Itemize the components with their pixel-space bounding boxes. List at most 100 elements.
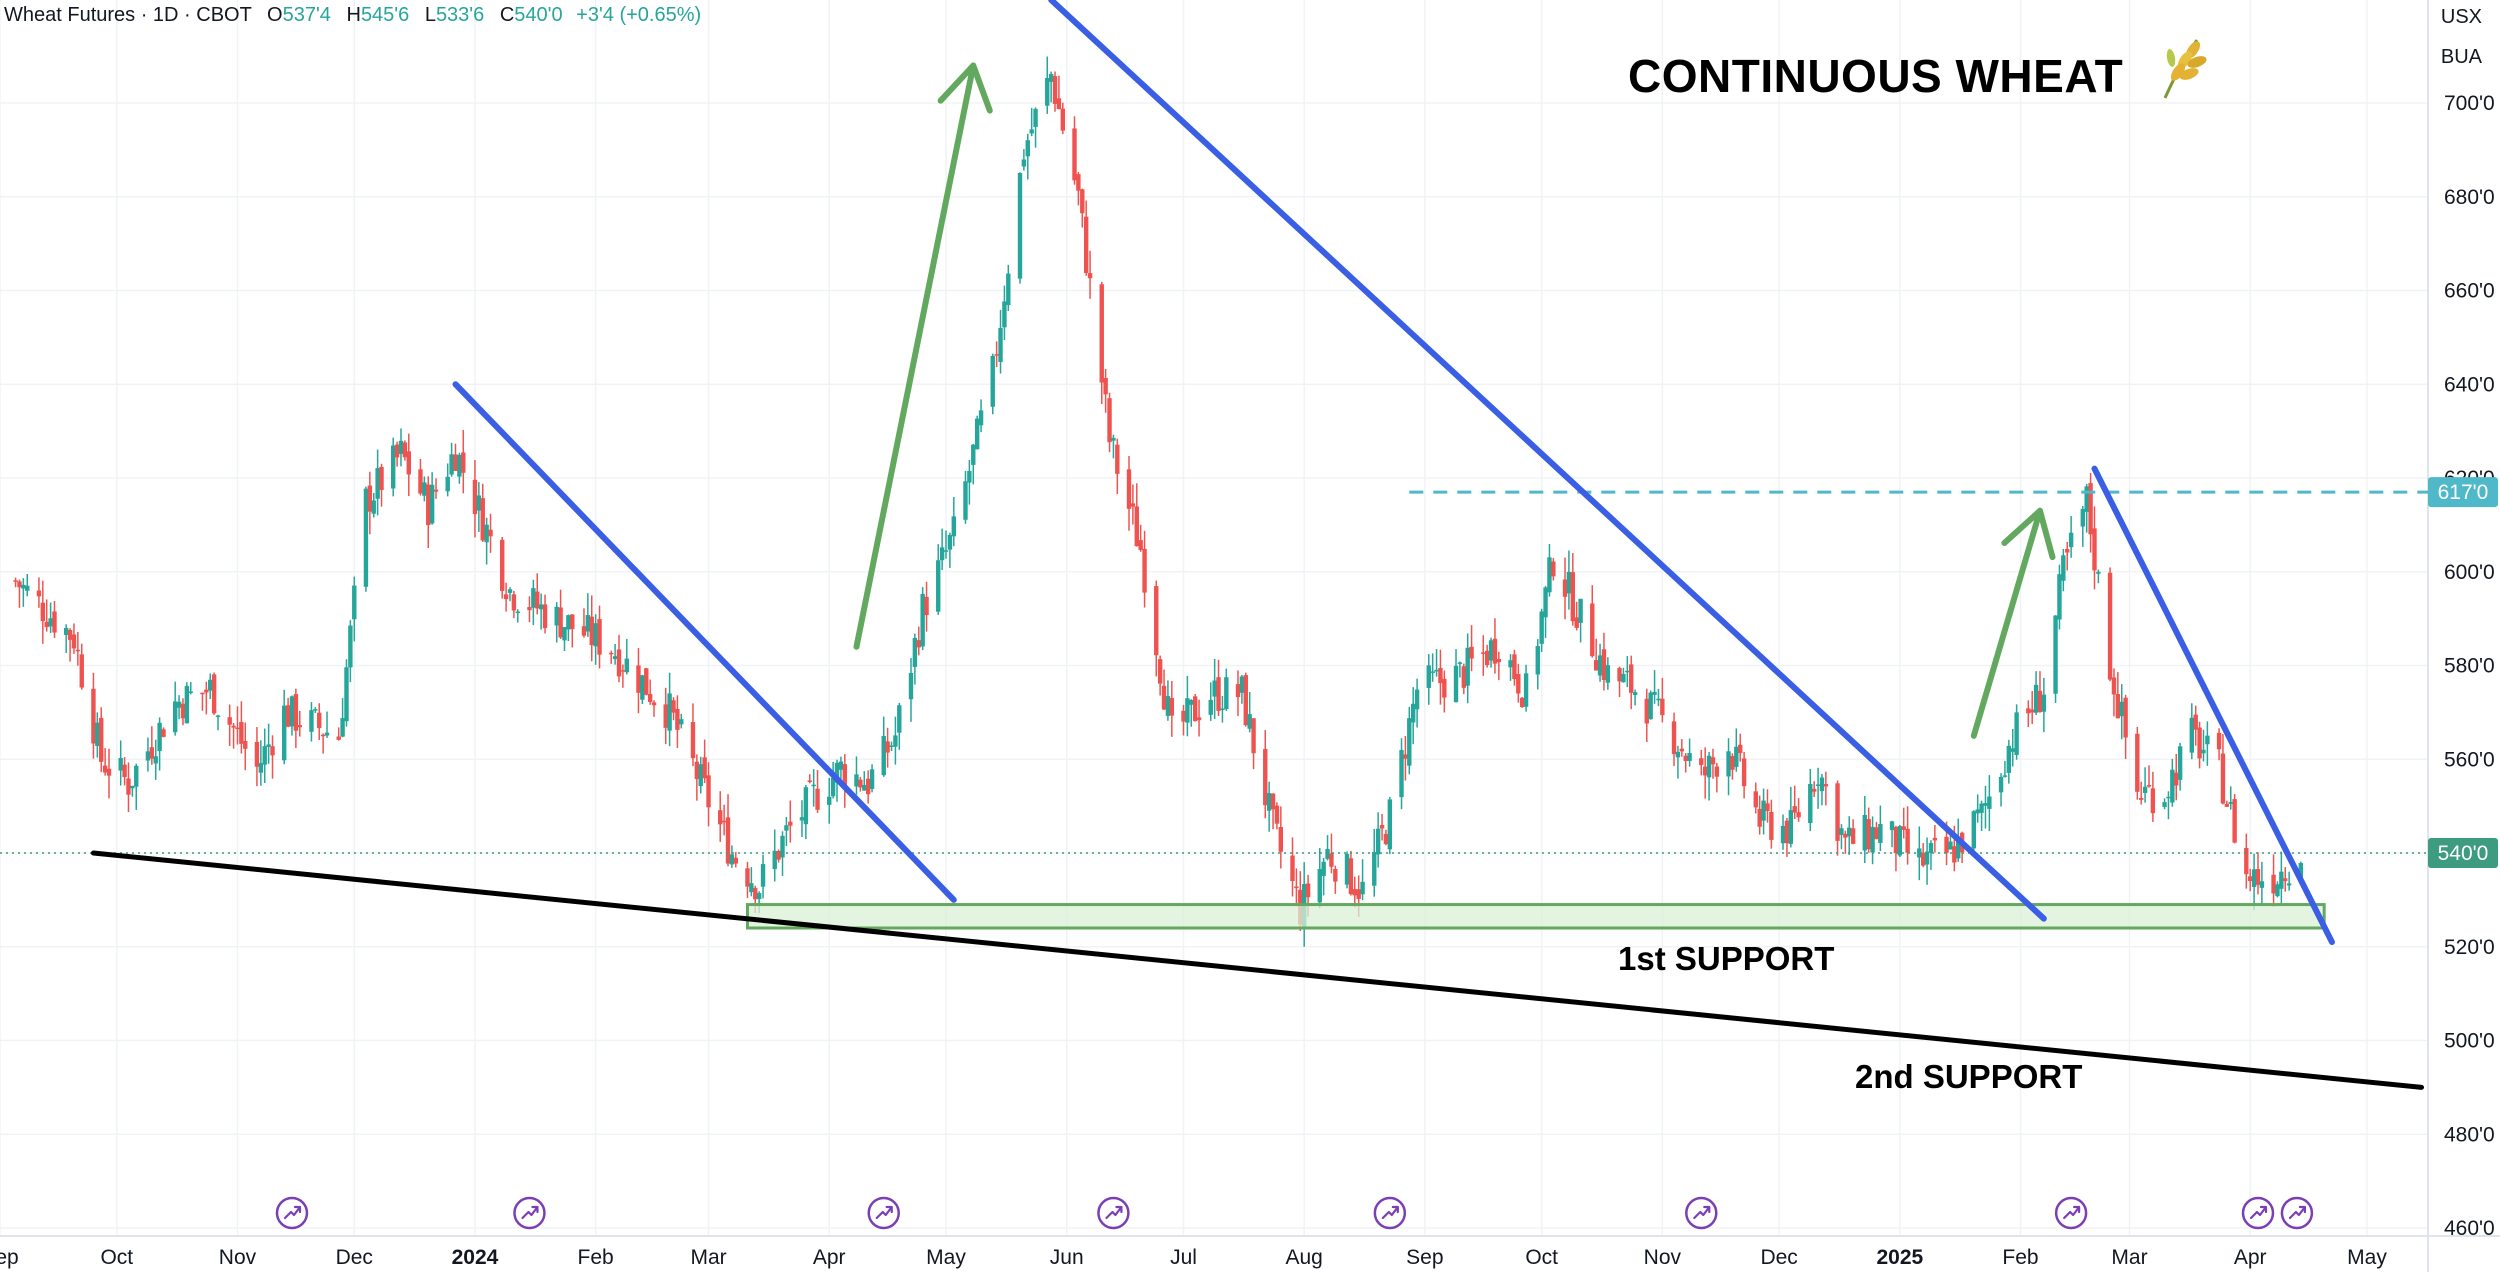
candle-body [558,607,563,638]
candle [172,681,178,736]
candle [1196,699,1202,737]
candle [2174,754,2179,801]
candle-body [1235,684,1241,698]
candle-body [2088,483,2093,535]
candle-body [2107,572,2113,680]
candle-body [1566,571,1572,594]
candle-body [636,665,641,693]
candle [1987,775,1992,832]
candle-body [1998,776,2004,793]
candle-body [1115,444,1120,474]
candle [1835,780,1840,856]
chart-title-text: CONTINUOUS WHEAT [1628,50,2124,102]
candle [122,757,127,786]
candle-body [1539,611,1544,644]
candle [1679,739,1685,757]
candle-body [1052,76,1058,104]
candle [1523,664,1529,712]
y-tick-label: 580'0 [2444,655,2495,678]
candle [2010,728,2015,767]
candle-body [1874,827,1879,840]
candle [869,764,875,793]
candle-body [1862,814,1867,851]
candle [667,672,672,747]
candle-body [2037,690,2043,713]
candle-body [313,709,318,711]
candle [1874,821,1879,840]
candle [1048,71,1054,103]
candle [418,458,423,496]
candle [1726,738,1731,796]
candle [285,697,291,728]
candle [102,748,108,776]
candle [1815,767,1821,809]
candle-body [1920,852,1926,866]
candle-body [371,500,376,514]
candle-body [309,710,314,732]
candle [153,739,158,780]
event-marker-glyph [2249,1205,2268,1220]
candle-body [2111,677,2117,695]
candle-body [1671,721,1677,755]
candle-body [130,785,135,789]
candle-body [562,626,567,641]
event-marker-icon [2241,1196,2275,1230]
candle-body [1847,827,1852,837]
candle-body [453,454,458,471]
candle-body [239,722,244,744]
candle [254,727,260,787]
candle-body [503,594,509,600]
y-tick-label: 560'0 [2444,748,2495,771]
candle [2068,515,2074,558]
candle [1138,524,1143,552]
arrow-shaft [853,62,977,650]
x-tick-label: Dec [336,1246,373,1269]
candle [951,497,957,547]
candle-body [285,705,291,727]
candle-body [1987,796,1992,809]
candle-body [936,560,941,612]
candle [1971,810,1976,856]
x-tick-label: Sep [1406,1246,1443,1269]
candle-body [1157,659,1163,684]
candle [1243,672,1248,727]
candle [1866,807,1871,853]
candle-body [2146,785,2152,787]
candle-body [1741,758,1747,787]
candle [340,698,345,738]
candle [1496,651,1502,681]
candle-body [1570,572,1576,622]
candle-body [2061,555,2066,581]
candle-body [1765,803,1770,812]
candle-body [1372,852,1377,886]
currency-label[interactable]: USX [2440,6,2482,28]
candle-body [340,718,345,737]
candle [807,774,812,784]
candle [293,688,299,749]
unit-label[interactable]: BUA [2440,46,2482,68]
candle [1590,585,1595,658]
x-tick-label: 2024 [452,1246,499,1269]
candle-body [679,719,684,725]
candle-body [122,764,127,778]
y-tick-label: 600'0 [2444,561,2495,584]
candle-body [391,445,396,489]
candle-body [1344,853,1350,885]
candle [398,428,404,467]
candle [636,647,641,714]
candle [1601,632,1607,691]
candle [145,737,151,772]
candle-body [2006,745,2012,773]
candle-body [1605,665,1611,683]
candle-body [1687,753,1692,761]
candle-body [149,747,155,759]
event-marker-glyph [1693,1205,1711,1220]
candle-body [803,787,809,825]
candle [663,687,668,745]
candle [1181,704,1186,736]
arrow-head [2001,507,2056,561]
candle-body [17,581,22,588]
candle-body [2298,863,2304,881]
candle [40,580,46,644]
